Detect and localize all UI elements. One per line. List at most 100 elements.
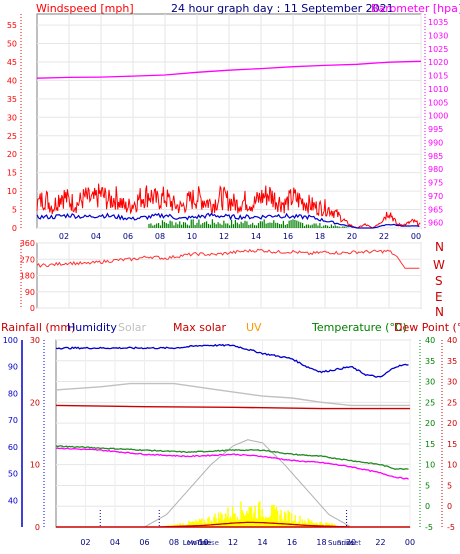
windspeed-axis-title: Windspeed [mph] — [36, 2, 134, 15]
dew-point-line — [55, 447, 409, 480]
windspeed-tick-label: 5 — [12, 206, 17, 215]
dew-point-tick-label: -5 — [447, 523, 455, 532]
rainfall-tick-label: 30 — [30, 336, 40, 345]
temperature-tick-label: -5 — [425, 523, 433, 532]
barometer-tick-label: 1015 — [428, 72, 448, 81]
barometer-tick-label: 1005 — [428, 98, 448, 107]
windspeed-tick-label: 20 — [7, 150, 17, 159]
windspeed-tick-label: 15 — [7, 169, 17, 178]
dew-point-tick-label: 35 — [447, 357, 457, 366]
dew-point-tick-label: 20 — [447, 419, 457, 428]
top-x-labels: 02 04 06 08 10 12 14 16 18 20 22 00 — [59, 232, 421, 241]
barometer-tick-label: 965 — [428, 205, 443, 214]
legend-rainfall: Rainfall (mm) — [1, 321, 75, 334]
climate-x-tick-label: 22 — [375, 538, 385, 547]
legend-solar: Solar — [118, 321, 147, 334]
legend-max-solar: Max solar — [173, 321, 226, 334]
windspeed-tick-label: 35 — [7, 95, 17, 104]
top-x-tick-label: 08 — [155, 232, 165, 241]
direction-tick-label: 0 — [30, 304, 35, 313]
max-solar-flat-line — [55, 404, 410, 410]
temperature-tick-label: 15 — [425, 440, 435, 449]
compass-labels: N W S E N — [433, 240, 445, 319]
top-x-tick-label: 18 — [315, 232, 325, 241]
top-x-tick-label: 06 — [123, 232, 133, 241]
top-x-tick-label: 00 — [411, 232, 421, 241]
temperature-line — [55, 445, 409, 470]
humidity-tick-label: 90 — [8, 363, 18, 372]
top-grid — [37, 14, 422, 229]
barometer-tick-label: 990 — [428, 138, 443, 147]
dew-point-tick-label: 15 — [447, 440, 457, 449]
compass-n-top: N — [435, 240, 444, 254]
rainfall-tick-label: 10 — [30, 461, 40, 470]
top-x-tick-label: 04 — [91, 232, 101, 241]
dew-point-tick-label: 0 — [447, 502, 452, 511]
climate-x-tick-label: 18 — [316, 538, 326, 547]
max-solar-curve — [144, 439, 350, 528]
climate-x-tick-label: 04 — [110, 538, 120, 547]
temperature-tick-label: 5 — [425, 481, 430, 490]
barometer-tick-label: 1030 — [428, 31, 448, 40]
barometer-tick-label: 1020 — [428, 58, 448, 67]
direction-tick-label: 270 — [20, 255, 35, 264]
barometer-tick-label: 1000 — [428, 112, 448, 121]
humidity-tick-label: 60 — [8, 443, 18, 452]
top-x-tick-label: 14 — [251, 232, 261, 241]
climate-x-tick-label: 16 — [287, 538, 297, 547]
legend-uv: UV — [246, 321, 262, 334]
solar-line — [159, 521, 350, 528]
climate-x-tick-label: 06 — [139, 538, 149, 547]
temperature-tick-label: 10 — [425, 461, 435, 470]
dew-point-tick-label: 10 — [447, 461, 457, 470]
low-tide-label: LowTide — [183, 539, 212, 547]
humidity-tick-label: 70 — [8, 416, 18, 425]
windspeed-tick-label: 10 — [7, 187, 17, 196]
humidity-tick-label: 100 — [3, 336, 18, 345]
compass-e: E — [435, 290, 443, 304]
dew-point-tick-label: 25 — [447, 398, 457, 407]
barometer-tick-label: 960 — [428, 219, 443, 228]
direction-ticks: 0 90 180 270 360 — [20, 239, 35, 313]
climate-x-tick-label: 20 — [346, 538, 356, 547]
direction-grid — [37, 242, 422, 309]
climate-x-tick-label: 00 — [405, 538, 415, 547]
barometer-tick-label: 1010 — [428, 85, 448, 94]
climate-x-tick-label: 12 — [228, 538, 238, 547]
legend-temperature: Temperature (°C) — [311, 321, 407, 334]
rainfall-tick-label: 20 — [30, 398, 40, 407]
barometer-tick-label: 970 — [428, 192, 443, 201]
windspeed-ticks: 0 5 10 15 20 25 30 35 40 45 50 55 — [7, 21, 17, 233]
top-x-tick-label: 02 — [59, 232, 69, 241]
windspeed-tick-label: 25 — [7, 132, 17, 141]
temperature-tick-label: 25 — [425, 398, 435, 407]
barometer-tick-label: 1035 — [428, 18, 448, 27]
direction-tick-label: 90 — [25, 288, 35, 297]
solar-upper-line — [55, 382, 410, 407]
barometer-tick-label: 980 — [428, 165, 443, 174]
compass-n-bottom: N — [435, 305, 444, 319]
barometer-axis-title: Barometer [hpa] — [371, 2, 460, 15]
sunset-label: Sunset — [337, 539, 361, 547]
humidity-tick-label: 50 — [8, 470, 18, 479]
barometer-tick-label: 995 — [428, 125, 443, 134]
windspeed-tick-label: 0 — [12, 224, 17, 233]
compass-s: S — [435, 274, 443, 288]
climate-axes: -5 -5 0 0 5 5 10 10 15 15 20 20 25 25 30 30 35 35 40 40 40 50… — [3, 336, 457, 532]
humidity-line — [55, 343, 409, 378]
temperature-tick-label: 30 — [425, 378, 435, 387]
windspeed-panel: Windspeed [mph] 24 hour graph day : 11 S… — [7, 2, 460, 241]
dew-point-tick-label: 30 — [447, 378, 457, 387]
direction-series — [36, 248, 420, 269]
climate-x-tick-label: 14 — [257, 538, 267, 547]
temperature-tick-label: 35 — [425, 357, 435, 366]
sunrise-label: Sunrise — [328, 539, 354, 547]
legend-humidity: Humidity — [67, 321, 117, 334]
dew-point-tick-label: 40 — [447, 336, 457, 345]
chart-title: 24 hour graph day : 11 September 2021 — [171, 2, 394, 15]
direction-panel: 0 90 180 270 360 N W S E N — [20, 239, 445, 319]
temperature-tick-label: 40 — [425, 336, 435, 345]
barometer-tick-label: 985 — [428, 152, 443, 161]
windspeed-tick-label: 45 — [7, 58, 17, 67]
